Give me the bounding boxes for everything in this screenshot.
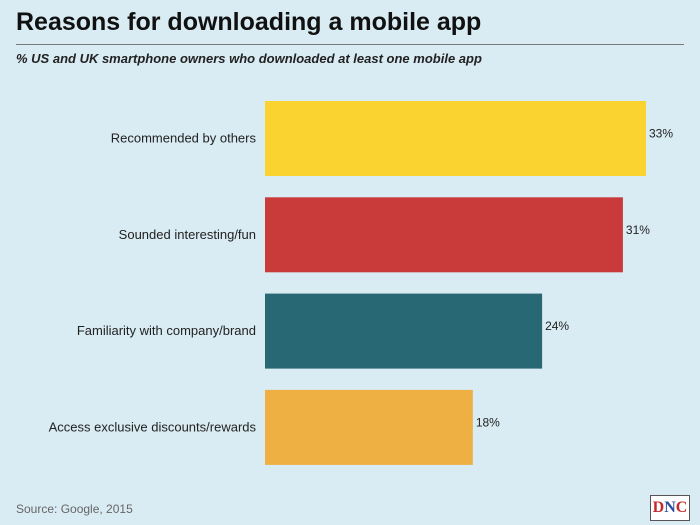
logo-letter-n: N	[664, 499, 676, 516]
chart-subtitle: % US and UK smartphone owners who downlo…	[16, 51, 482, 66]
title-divider	[16, 44, 684, 45]
logo-letter-d: D	[652, 499, 665, 516]
bar-access-exclusive-discounts-rewards	[265, 389, 473, 465]
logo-letter-c: C	[675, 499, 688, 516]
chart-title: Reasons for downloading a mobile app	[16, 8, 482, 36]
value-label: 24%	[545, 319, 569, 333]
source-note: Source: Google, 2015	[16, 502, 133, 516]
bar-recommended-by-others	[265, 101, 646, 176]
category-label: Sounded interesting/fun	[119, 227, 256, 242]
value-label: 31%	[626, 223, 650, 237]
category-label: Recommended by others	[111, 131, 257, 146]
bar-sounded-interesting-fun	[265, 197, 623, 273]
bar-familiarity-with-company-brand	[265, 293, 543, 369]
value-label: 18%	[476, 415, 500, 429]
dnc-logo: DNC	[650, 495, 690, 521]
value-label: 33%	[649, 127, 673, 141]
category-label: Familiarity with company/brand	[77, 323, 256, 338]
category-label: Access exclusive discounts/rewards	[49, 419, 257, 434]
